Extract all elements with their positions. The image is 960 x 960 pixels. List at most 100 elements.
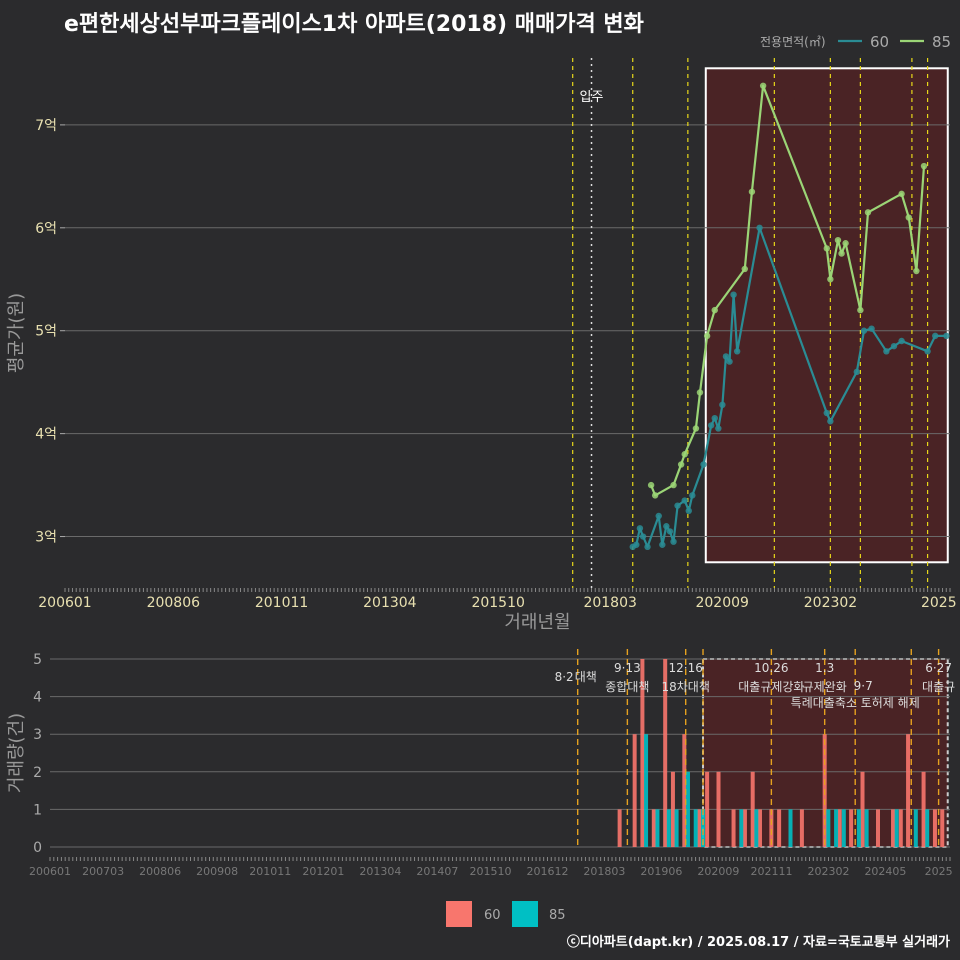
policy-label-text: 특례대출축소 토허제 해제 [791,696,920,710]
data-point-60 [715,425,722,432]
policy-label-date: 9·7 [854,679,873,693]
data-point-60 [655,512,662,520]
bar-85 [644,734,649,847]
data-point-85 [834,236,842,244]
x-tick-label: 202302 [807,865,849,878]
x-tick-label: 202009 [697,865,739,878]
policy-label-text: 종합대책 [605,679,649,694]
x-tick-label: 2025 [925,865,953,878]
data-point-60 [883,348,890,355]
data-point-85 [670,481,677,489]
data-point-85 [711,306,718,314]
x-tick-label: 201304 [363,595,417,611]
y-tick-label: 2 [33,765,42,781]
policy-label-text: 대책 [575,669,597,684]
bar-60 [849,809,854,847]
data-point-85 [864,209,872,216]
policy-label-text: 대출규 [922,680,955,694]
policy-label-date: 8·2 [555,670,574,684]
policy-label-date: 10.26 [754,661,788,675]
bar-85 [826,809,831,847]
data-point-85 [823,245,830,252]
data-point-60 [853,368,860,376]
bar-60 [716,771,721,847]
bar-60 [697,809,702,847]
y-tick-label: 6억 [35,221,57,237]
data-point-60 [685,507,692,515]
y-tick-label: 3억 [35,530,57,546]
policy-label-date: 1.3 [815,661,834,675]
data-point-60 [644,543,651,551]
x-tick-label: 2025 [921,595,957,611]
x-tick-label: 201201 [302,865,344,878]
data-point-60 [670,538,677,545]
bar-60 [670,771,675,847]
x-tick-label: 201407 [416,865,458,878]
bar-60 [750,771,755,847]
data-point-60 [666,528,674,535]
shade-region [704,67,949,564]
x-tick-label: 200601 [38,595,91,611]
x-tick-label: 201011 [255,595,308,611]
bar-60 [682,734,687,847]
data-point-60 [924,348,931,355]
bar-60 [731,809,736,847]
legend-label-60: 60 [870,33,889,51]
x-tick-label: 202405 [864,865,906,878]
legends: 전용면적(㎡) 60 85 60 85 [446,33,951,927]
data-point-60 [659,541,666,548]
data-point-85 [827,276,834,283]
data-point-85 [838,250,845,257]
data-point-60 [943,332,950,340]
legend-label-85: 85 [549,908,566,923]
data-point-60 [681,497,688,504]
data-point-60 [636,525,644,532]
bar-60 [663,659,668,847]
y-tick-label: 4 [33,690,42,706]
bar-60 [860,771,865,847]
x-tick-label: 200601 [29,865,71,878]
data-point-60 [868,325,875,332]
policy-label-text: 규제완화 [803,680,847,694]
y-tick-label: 7억 [35,118,57,134]
footer-credit: ⓒ디아파트(dapt.kr) / 2025.08.17 / 자료=국토교통부 실… [566,935,950,950]
data-point-85 [759,82,767,89]
data-point-60 [674,502,681,509]
bar-85 [754,809,759,847]
y-tick-label: 0 [33,840,42,856]
y-tick-label: 5억 [35,324,57,340]
data-point-85 [681,451,688,458]
x-tick-label: 200806 [139,865,181,878]
bar-60 [932,809,937,847]
y-tick-label: 3 [33,727,42,743]
data-point-60 [730,291,737,298]
bar-60 [921,771,926,847]
x-tick-label: 201510 [470,865,512,878]
bar-60 [769,809,774,847]
y-tick-label: 5 [33,652,42,668]
bar-60 [837,809,842,847]
x-tick-label: 202302 [804,595,857,611]
bar-85 [685,771,690,847]
bar-60 [651,809,656,847]
policy-label-text: 18차대책 [662,679,710,694]
data-point-60 [707,422,715,429]
data-point-60 [719,401,726,409]
bar-85 [913,809,918,847]
policy-label-date: 12·16 [669,661,703,675]
bar-85 [693,809,698,847]
policy-label-text: 대출규제강화 [738,680,804,694]
bar-60 [632,734,637,847]
legend-swatch-85 [512,901,538,927]
data-point-60 [733,348,741,355]
data-point-60 [711,414,718,422]
data-point-60 [633,541,640,548]
bar-85 [834,809,839,847]
x-tick-label: 202009 [695,595,748,611]
data-point-85 [748,188,756,195]
data-point-85 [741,265,748,273]
x-tick-label: 201906 [640,865,682,878]
data-point-60 [689,492,696,499]
bar-85 [666,809,671,847]
